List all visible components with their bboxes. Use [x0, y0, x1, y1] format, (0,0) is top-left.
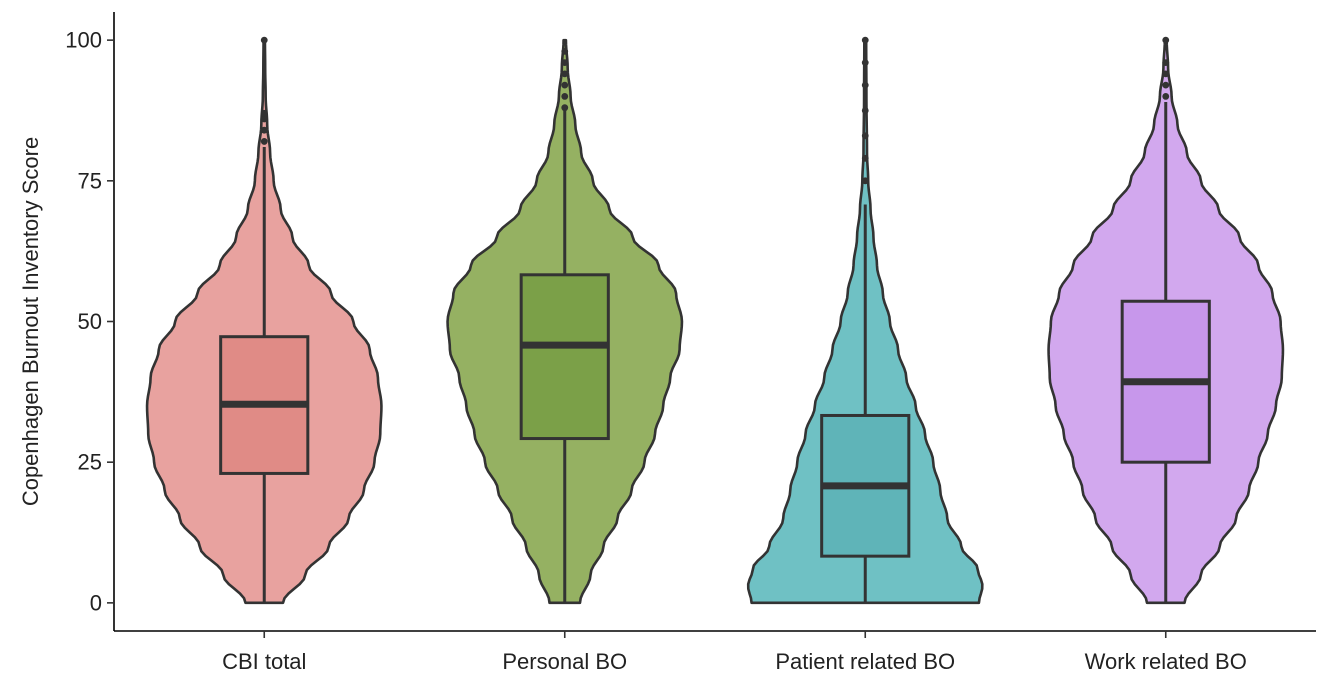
outlier-point: [260, 36, 268, 44]
y-tick-label: 75: [78, 168, 102, 193]
outlier-point: [1162, 36, 1170, 44]
x-tick-label: Patient related BO: [775, 649, 955, 673]
outlier-point: [260, 115, 268, 123]
x-tick-label: Personal BO: [502, 649, 627, 673]
x-tick-label: Work related BO: [1085, 649, 1247, 673]
outlier-point: [861, 81, 869, 89]
outlier-point: [1162, 59, 1170, 67]
violin-group: [145, 36, 383, 605]
outlier-point: [1162, 93, 1170, 100]
outlier-point: [861, 59, 869, 67]
violin-group: [1047, 36, 1285, 605]
outlier-point: [861, 154, 869, 162]
y-tick-label: 0: [90, 590, 102, 615]
outlier-point: [260, 109, 268, 117]
y-axis-ticks: 0 25 50 75 100: [65, 28, 114, 615]
outlier-point: [260, 138, 268, 145]
outlier-point: [561, 59, 569, 67]
outlier-point: [1162, 70, 1170, 78]
outlier-point: [561, 81, 569, 89]
plot-area: [145, 36, 1285, 605]
y-tick-label: 100: [65, 28, 102, 53]
outlier-point: [561, 70, 569, 78]
outlier-point: [861, 132, 869, 140]
y-tick-label: 25: [78, 450, 102, 475]
y-axis-title: Copenhagen Burnout Inventory Score: [18, 137, 43, 506]
y-tick-label: 50: [78, 309, 102, 334]
outlier-point: [561, 93, 569, 100]
outlier-point: [1162, 81, 1170, 89]
outlier-point: [861, 36, 869, 44]
x-axis-ticks: CBI total Personal BO Patient related BO Wo…: [222, 631, 1247, 673]
outlier-point: [861, 177, 869, 185]
violin-group: [746, 36, 984, 605]
outlier-point: [260, 126, 268, 134]
violin-group: [446, 38, 684, 605]
outlier-point: [861, 107, 869, 114]
iqr-box: [519, 273, 610, 441]
x-tick-label: CBI total: [222, 649, 306, 673]
outlier-point: [561, 47, 569, 55]
outlier-point: [561, 104, 569, 112]
